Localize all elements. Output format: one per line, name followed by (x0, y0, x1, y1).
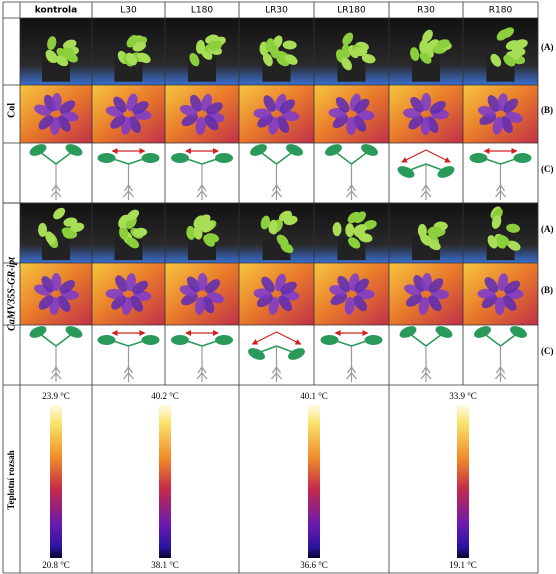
leaf-icon (321, 335, 339, 345)
petiole (485, 334, 517, 346)
petiole (483, 158, 519, 164)
petiole (184, 340, 220, 346)
color-scale (159, 405, 171, 558)
thermal-image (463, 85, 538, 143)
petiole (111, 158, 147, 164)
stem (347, 164, 357, 200)
stem (421, 346, 431, 382)
color-scale (457, 405, 469, 558)
leaf-icon (286, 346, 307, 363)
petiole (40, 152, 72, 164)
thermal-image (92, 263, 165, 325)
movement-arrow (402, 150, 450, 162)
column-header: L30 (120, 6, 137, 16)
scale-min: 20.8 °C (42, 560, 70, 570)
leaf-icon (514, 153, 532, 163)
panel-label: (B) (541, 285, 553, 295)
panel-label: (C) (541, 346, 554, 356)
movement-arrow (253, 332, 301, 344)
thermal-image (92, 85, 165, 143)
column-header: R180 (489, 6, 513, 16)
stem (272, 164, 282, 200)
leaf-icon (171, 335, 189, 345)
petiole (336, 152, 368, 164)
leaf-icon (396, 164, 417, 181)
leaf-icon (215, 335, 233, 345)
stem (51, 164, 61, 200)
stem (496, 346, 506, 382)
leaf-icon (365, 335, 383, 345)
thermal-image (314, 263, 389, 325)
panel-label: (C) (541, 164, 554, 174)
thermal-image (20, 263, 92, 325)
thermal-image (463, 263, 538, 325)
petiole (40, 334, 72, 346)
leaf-icon (171, 153, 189, 163)
scale-max: 33.9 °C (449, 391, 477, 401)
scale-max: 40.1 °C (300, 391, 328, 401)
stem (124, 164, 134, 200)
column-header: R30 (417, 6, 435, 16)
petiole (334, 340, 370, 346)
column-header: LR180 (337, 6, 366, 16)
row-label: CaMV35S-GR-ipt (6, 256, 17, 331)
scale-min: 36.6 °C (300, 560, 328, 570)
thermal-image (165, 85, 239, 143)
thermal-image (389, 263, 463, 325)
panel-label: (B) (541, 105, 553, 115)
leaf-icon (142, 153, 160, 163)
scale-min: 38.1 °C (151, 560, 179, 570)
leaf-icon (98, 153, 116, 163)
color-scale (308, 405, 320, 558)
leaf-icon (246, 346, 267, 363)
stem (197, 346, 207, 382)
leaf-icon (470, 153, 488, 163)
column-header: LR30 (265, 6, 288, 16)
stem (272, 346, 282, 382)
column-header: L180 (191, 6, 213, 16)
leaf-icon (142, 335, 160, 345)
stem (197, 164, 207, 200)
panel-label: (A) (541, 224, 554, 234)
thermal-image (239, 263, 314, 325)
leaf-icon (215, 153, 233, 163)
color-scale (50, 405, 62, 558)
stem (124, 346, 134, 382)
stem (51, 346, 61, 382)
scale-max: 23.9 °C (42, 391, 70, 401)
stem (496, 164, 506, 200)
column-header: kontrola (35, 6, 77, 16)
thermal-image (239, 85, 314, 143)
petiole (111, 340, 147, 346)
stem (347, 346, 357, 382)
petiole (410, 334, 442, 346)
leaf-icon (98, 335, 116, 345)
scale-row-label: Teplotní rozsah (6, 450, 16, 509)
petiole (261, 152, 293, 164)
cells (20, 18, 538, 558)
thermal-image (165, 263, 239, 325)
figure: kontrola L30 L180 LR30 LR180 R30 R180 (A) (B) (C)… (0, 0, 556, 574)
petiole (184, 158, 220, 164)
row-label: Col (6, 103, 17, 118)
scale-min: 19.1 °C (449, 560, 477, 570)
stem (421, 164, 431, 200)
panel-label: (A) (541, 42, 554, 52)
scale-max: 40.2 °C (151, 391, 179, 401)
leaf-icon (436, 164, 457, 181)
